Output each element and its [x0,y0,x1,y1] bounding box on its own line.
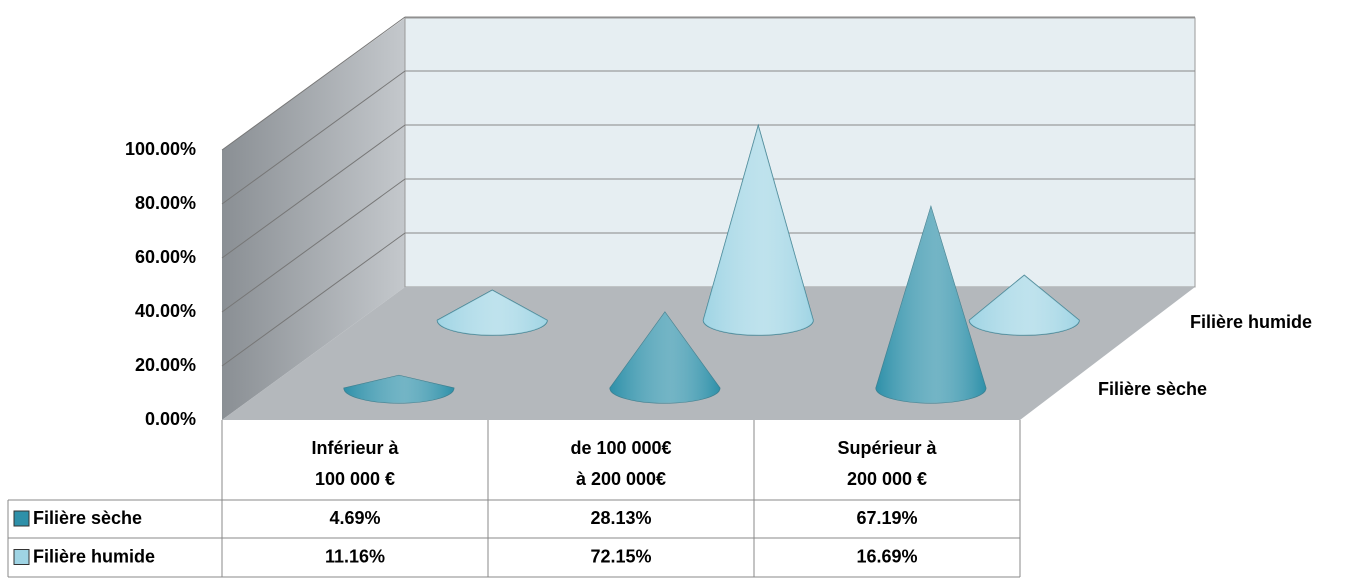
cone [436,289,548,336]
data-label: 67.19% [856,508,917,528]
data-label: 4.69% [329,508,380,528]
cone-shade [609,312,720,404]
left-wall [222,18,405,420]
depth-label: Filière humide [1190,312,1312,332]
legend-label: Filière humide [33,546,155,566]
grid-line [221,70,406,205]
cone-shade [343,375,454,404]
back-wall [404,17,1196,288]
legend-swatch [13,510,30,527]
cone [875,204,987,404]
data-label: 16.69% [856,546,917,566]
cone-shade [875,206,986,404]
data-label: 72.15% [590,546,651,566]
y-tick-label: 100.00% [125,139,196,159]
cone-shade [437,290,548,336]
legend-swatch [13,549,30,565]
x-tick-label: Inférieur à [311,438,399,458]
cone [702,123,814,336]
y-tick-label: 0.00% [145,409,196,429]
y-tick-label: 40.00% [135,301,196,321]
grid-line [221,124,406,259]
data-label: 28.13% [590,508,651,528]
y-tick-label: 80.00% [135,193,196,213]
x-tick-label: à 200 000€ [576,469,666,489]
cone-shade [703,125,814,336]
cone [343,374,455,404]
x-tick-label: de 100 000€ [570,438,671,458]
legend-label: Filière sèche [33,508,142,528]
x-tick-label: 100 000 € [315,469,395,489]
grid-line [221,178,406,313]
grid-line [221,16,406,151]
x-tick-label: 200 000 € [847,469,927,489]
grid-line [221,232,406,367]
x-tick-label: Supérieur à [837,438,937,458]
depth-label: Filière sèche [1098,379,1207,399]
y-tick-label: 20.00% [135,355,196,375]
cone-shade [969,275,1080,336]
cone [609,311,721,404]
data-label: 11.16% [325,546,385,566]
y-tick-label: 60.00% [135,247,196,267]
cone [968,274,1080,336]
